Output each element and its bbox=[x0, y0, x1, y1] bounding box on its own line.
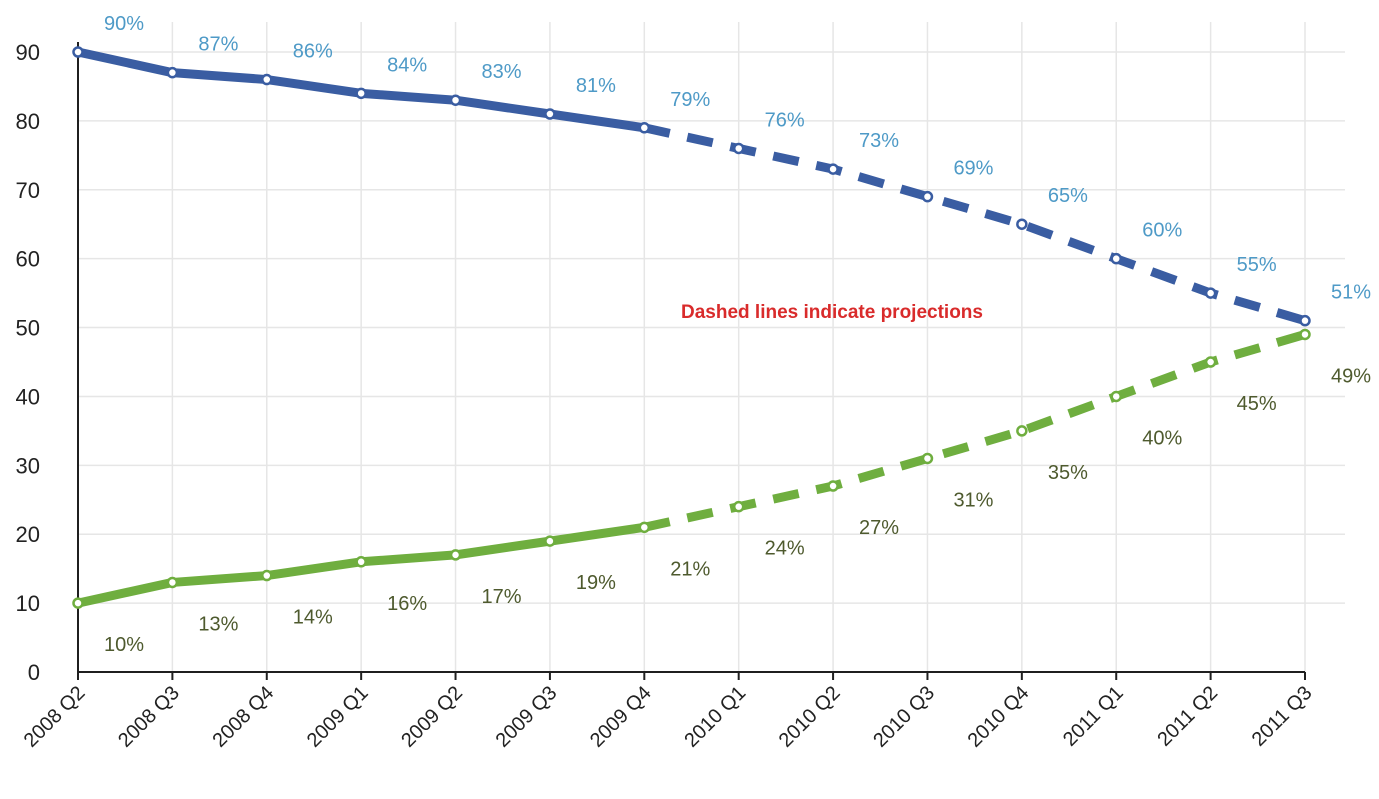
series-2-point bbox=[921, 452, 934, 465]
series-1-data-label: 60% bbox=[1142, 220, 1182, 242]
x-tick-label: 2009 Q1 bbox=[303, 682, 373, 752]
series-1-point bbox=[1110, 252, 1122, 265]
series-1-data-label: 69% bbox=[953, 158, 993, 180]
series-2-point bbox=[1204, 356, 1217, 368]
y-tick-label: 60 bbox=[16, 247, 40, 272]
series-1-data-label: 76% bbox=[765, 109, 805, 131]
series-2-point bbox=[72, 597, 84, 609]
x-tick-label: 2010 Q1 bbox=[680, 682, 750, 752]
series-1-data-label: 90% bbox=[104, 13, 144, 35]
x-tick-label: 2011 Q2 bbox=[1153, 682, 1222, 751]
series-2-data-label: 31% bbox=[953, 489, 993, 511]
series-1-point bbox=[1016, 218, 1028, 230]
series-2-data-label: 13% bbox=[198, 613, 238, 635]
series-1-data-label: 65% bbox=[1048, 185, 1088, 207]
series-2-point bbox=[638, 521, 651, 534]
series-2-data-label: 49% bbox=[1331, 365, 1371, 387]
series-2-point bbox=[1110, 390, 1122, 403]
series-lines bbox=[72, 46, 1311, 609]
y-tick-label: 80 bbox=[16, 109, 40, 134]
x-tick-label: 2010 Q4 bbox=[964, 682, 1034, 752]
series-2-data-label: 45% bbox=[1237, 393, 1277, 415]
y-tick-label: 90 bbox=[16, 40, 40, 65]
series-1-data-label: 84% bbox=[387, 54, 427, 76]
projection-annotation: Dashed lines indicate projections bbox=[681, 302, 983, 323]
y-tick-label: 40 bbox=[16, 384, 40, 409]
x-tick-label: 2009 Q4 bbox=[586, 682, 656, 752]
series-2-data-label: 10% bbox=[104, 634, 144, 656]
series-1-point bbox=[449, 94, 462, 106]
x-tick-label: 2008 Q4 bbox=[208, 682, 278, 752]
series-1-point bbox=[638, 122, 651, 134]
series-1-data-label: 73% bbox=[859, 130, 899, 152]
y-tick-label: 0 bbox=[28, 660, 40, 685]
series-1-point bbox=[166, 66, 179, 79]
series-2-data-label: 16% bbox=[387, 593, 427, 615]
series-1-data-label: 81% bbox=[576, 75, 616, 97]
y-tick-label: 30 bbox=[16, 453, 40, 478]
series-1-data-label: 51% bbox=[1331, 282, 1371, 304]
series-2-data-label: 19% bbox=[576, 572, 616, 594]
x-tick-label: 2011 Q1 bbox=[1059, 682, 1128, 751]
series-2-data-label: 27% bbox=[859, 517, 899, 539]
series-2-point bbox=[827, 480, 839, 492]
series-1-data-label: 55% bbox=[1237, 254, 1277, 276]
series-1-point bbox=[544, 108, 556, 120]
series-2-data-label: 24% bbox=[765, 538, 805, 560]
y-tick-label: 70 bbox=[16, 178, 40, 203]
series-2-data-label: 21% bbox=[670, 558, 710, 580]
series-2-data-label: 14% bbox=[293, 607, 333, 629]
series-2-projection-line bbox=[643, 330, 1307, 532]
series-2-point bbox=[544, 535, 556, 547]
series-2-point bbox=[166, 576, 179, 589]
x-tick-label: 2010 Q2 bbox=[775, 682, 845, 752]
series-1-data-label: 86% bbox=[293, 41, 333, 63]
series-1-point bbox=[921, 190, 934, 203]
series-1-point bbox=[261, 73, 273, 86]
grid bbox=[78, 22, 1345, 672]
series-2-point bbox=[449, 549, 462, 561]
x-tick-label: 2009 Q3 bbox=[492, 682, 562, 752]
series-1-point bbox=[1204, 287, 1217, 299]
series-2-point bbox=[355, 556, 367, 568]
series-1-projection-line bbox=[643, 123, 1307, 325]
series-2-point bbox=[1299, 328, 1311, 341]
y-tick-label: 10 bbox=[16, 591, 40, 616]
series-2-data-label: 17% bbox=[482, 586, 522, 608]
series-1-point bbox=[355, 87, 367, 100]
y-tick-label: 20 bbox=[16, 522, 40, 547]
x-tick-label: 2011 Q3 bbox=[1248, 682, 1317, 751]
x-tick-label: 2009 Q2 bbox=[397, 682, 467, 752]
y-tick-label: 50 bbox=[16, 316, 40, 341]
x-tick-label: 2008 Q2 bbox=[20, 682, 90, 752]
series-1-point bbox=[827, 163, 839, 175]
series-2-data-label: 40% bbox=[1142, 427, 1182, 449]
x-tick-label: 2008 Q3 bbox=[114, 682, 184, 752]
series-1-point bbox=[732, 142, 745, 155]
series-1-point bbox=[1299, 314, 1311, 327]
series-1-data-label: 79% bbox=[670, 89, 710, 111]
series-1-data-label: 83% bbox=[482, 61, 522, 83]
x-tick-label: 2010 Q3 bbox=[869, 682, 939, 752]
data-labels: 90% 87% 86% 84% 83% 81% 79% 76% 73% 69% 65% 60% 55% 5… bbox=[104, 13, 1371, 656]
series-1-data-label: 87% bbox=[198, 34, 238, 56]
series-2-point bbox=[732, 500, 745, 513]
series-2-data-label: 35% bbox=[1048, 462, 1088, 484]
series-1-point bbox=[72, 46, 84, 58]
series-2-point bbox=[261, 569, 273, 582]
series-2-point bbox=[1016, 425, 1028, 437]
